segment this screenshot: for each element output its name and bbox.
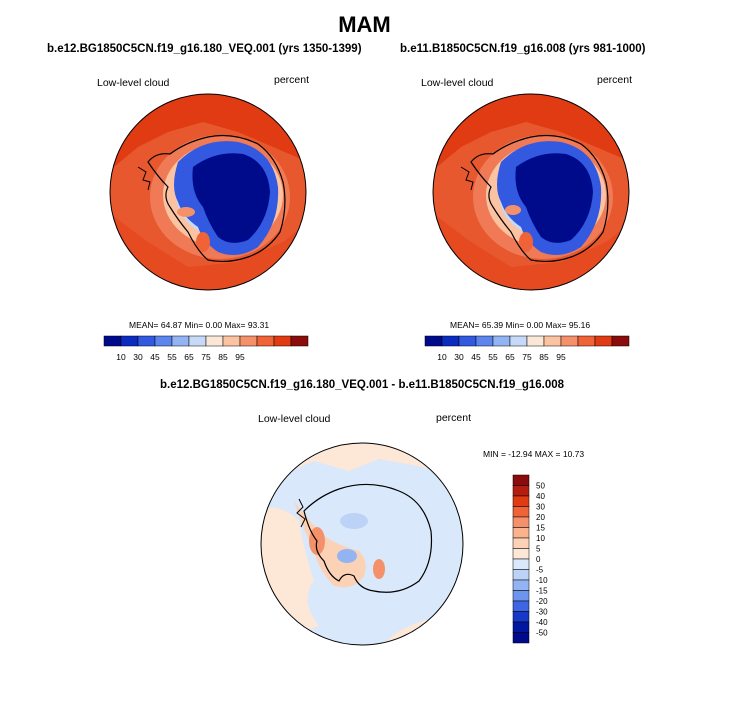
positive-anomaly-region (294, 501, 366, 588)
panel-3-colorbar-tick-label: 5 (536, 545, 541, 554)
panel-1-title: b.e12.BG1850C5CN.f19_g16.180_VEQ.001 (yr… (47, 43, 362, 55)
panel-2-title: b.e11.B1850C5CN.f19_g16.008 (yrs 981-100… (400, 43, 646, 55)
panel-3-colorbar-tick-label: -10 (536, 576, 548, 585)
panel-2-colorbar-tick-label: 95 (556, 352, 566, 362)
panel-3-colorbar-swatch (512, 527, 530, 539)
high-cloud-band-south (110, 212, 306, 290)
panel-3-colorbar-swatch (512, 548, 530, 560)
panel-3-colorbar-tick-label: 10 (536, 534, 545, 543)
panel-3-colorbar-swatch (512, 590, 530, 602)
panel-3-colorbar-tick-label: -5 (536, 566, 544, 575)
antarctica-coastline (303, 483, 433, 593)
panel-3-colorbar-tick-label: 20 (536, 513, 545, 522)
high-cloud-band (110, 94, 306, 172)
panel-3-colorbar-swatch (512, 495, 530, 507)
panel-2-colorbar-tick-label: 10 (437, 352, 447, 362)
panel-1-colorbar-tick-label: 75 (201, 352, 211, 362)
panel-3-colorbar-tick-label: -40 (536, 618, 548, 627)
panel-1-colorbar-swatch (290, 335, 309, 347)
panel-3-colorbar-tick-label: -30 (536, 608, 548, 617)
panel-3-units-label: percent (436, 412, 472, 424)
panel-2-colorbar-swatch (543, 335, 562, 347)
panel-3-colorbar-swatch (512, 569, 530, 581)
panel-2-colorbar-swatch (560, 335, 579, 347)
panel-3-colorbar-tick-label: 40 (536, 492, 545, 501)
panel-1-colorbar-swatch (120, 335, 139, 347)
panel-2-colorbar-swatch (611, 335, 630, 347)
panel-2-colorbar: 10 30 45 55 65 75 85 95 (424, 335, 630, 362)
panel-2-stats: MEAN= 65.39 Min= 0.00 Max= 95.16 (450, 320, 591, 330)
panel-1-colorbar-swatch (103, 335, 122, 347)
panel-2-colorbar-tick-label: 65 (505, 352, 515, 362)
panel-2-colorbar-swatch (577, 335, 596, 347)
panel-2-colorbar-tick-label: 75 (522, 352, 532, 362)
panel-3-colorbar-tick-label: -20 (536, 597, 548, 606)
panel-3-colorbar-tick-label: -50 (536, 629, 548, 638)
panel-3-polar-map (260, 442, 464, 646)
panel-2-variable-label: Low-level cloud (421, 77, 494, 89)
panel-2-colorbar-swatch (458, 335, 477, 347)
panel-1-colorbar-swatch (222, 335, 241, 347)
panel-2-colorbar-swatch (492, 335, 511, 347)
panel-3-colorbar-swatch (512, 621, 530, 633)
panel-1-colorbar-swatch (256, 335, 275, 347)
negative-anomaly-region (337, 549, 357, 563)
panel-2-colorbar-swatch (594, 335, 613, 347)
panel-1-colorbar-tick-label: 55 (167, 352, 177, 362)
panel-1-colorbar-tick-label: 65 (184, 352, 194, 362)
panel-2-colorbar-tick-label: 85 (539, 352, 549, 362)
panel-1-colorbar-swatch (273, 335, 292, 347)
panel-2-colorbar-tick-label: 55 (488, 352, 498, 362)
panel-3-colorbar-tick-label: -15 (536, 587, 548, 596)
panel-3-colorbar-tick-label: 15 (536, 524, 545, 533)
panel-3-colorbar-swatch (512, 579, 530, 591)
panel-3-colorbar-swatch (512, 537, 530, 549)
panel-1-colorbar-tick-label: 10 (116, 352, 126, 362)
panel-2-colorbar-swatch (441, 335, 460, 347)
panel-3-colorbar-tick-label: 0 (536, 555, 541, 564)
panel-1-colorbar-tick-label: 45 (150, 352, 160, 362)
panel-3-colorbar-swatch (512, 632, 530, 644)
panel-1-colorbar-swatch (137, 335, 156, 347)
panel-2-colorbar-tick-label: 45 (471, 352, 481, 362)
panel-3-colorbar-tick-label: 30 (536, 503, 545, 512)
panel-1-colorbar-swatch (205, 335, 224, 347)
antarctica-coastline (147, 134, 286, 263)
panel-2-colorbar-swatch (475, 335, 494, 347)
panel-3-colorbar-swatch (512, 600, 530, 612)
panel-3-variable-label: Low-level cloud (258, 413, 331, 425)
panel-1-colorbar: 10 30 45 55 65 75 85 95 (103, 335, 309, 362)
panel-1-colorbar-tick-label: 95 (235, 352, 245, 362)
panel-2-colorbar-swatch (509, 335, 528, 347)
panel-3-colorbar-swatch (512, 474, 530, 486)
panel-1-colorbar-swatch (154, 335, 173, 347)
panel-2-colorbar-swatch (424, 335, 443, 347)
panel-1-stats: MEAN= 64.87 Min= 0.00 Max= 93.31 (129, 320, 270, 330)
panel-3-colorbar-tick-label: 50 (536, 482, 545, 491)
panel-1-polar-map (109, 93, 307, 291)
panel-1-colorbar-swatch (188, 335, 207, 347)
panel-3-colorbar-swatch (512, 611, 530, 623)
panel-1-units-label: percent (274, 74, 310, 86)
panel-3-colorbar-swatch (512, 485, 530, 497)
panel-3-colorbar-swatch (512, 506, 530, 518)
panel-3-colorbar-swatch (512, 516, 530, 528)
figure-title: MAM (338, 12, 391, 37)
panel-1-colorbar-tick-label: 85 (218, 352, 228, 362)
panel-3-stats: MIN = -12.94 MAX = 10.73 (483, 449, 585, 459)
panel-3-title: b.e12.BG1850C5CN.f19_g16.180_VEQ.001 - b… (160, 379, 565, 391)
panel-2-units-label: percent (597, 74, 633, 86)
panel-2-polar-map (432, 93, 630, 291)
panel-1-colorbar-swatch (239, 335, 258, 347)
panel-2-colorbar-tick-label: 30 (454, 352, 464, 362)
panel-2-colorbar-swatch (526, 335, 545, 347)
panel-1-colorbar-tick-label: 30 (133, 352, 143, 362)
antarctica-coastline (470, 134, 609, 263)
panel-1-variable-label: Low-level cloud (97, 77, 170, 89)
panel-3-colorbar-swatch (512, 558, 530, 570)
panel-1-colorbar-swatch (171, 335, 190, 347)
